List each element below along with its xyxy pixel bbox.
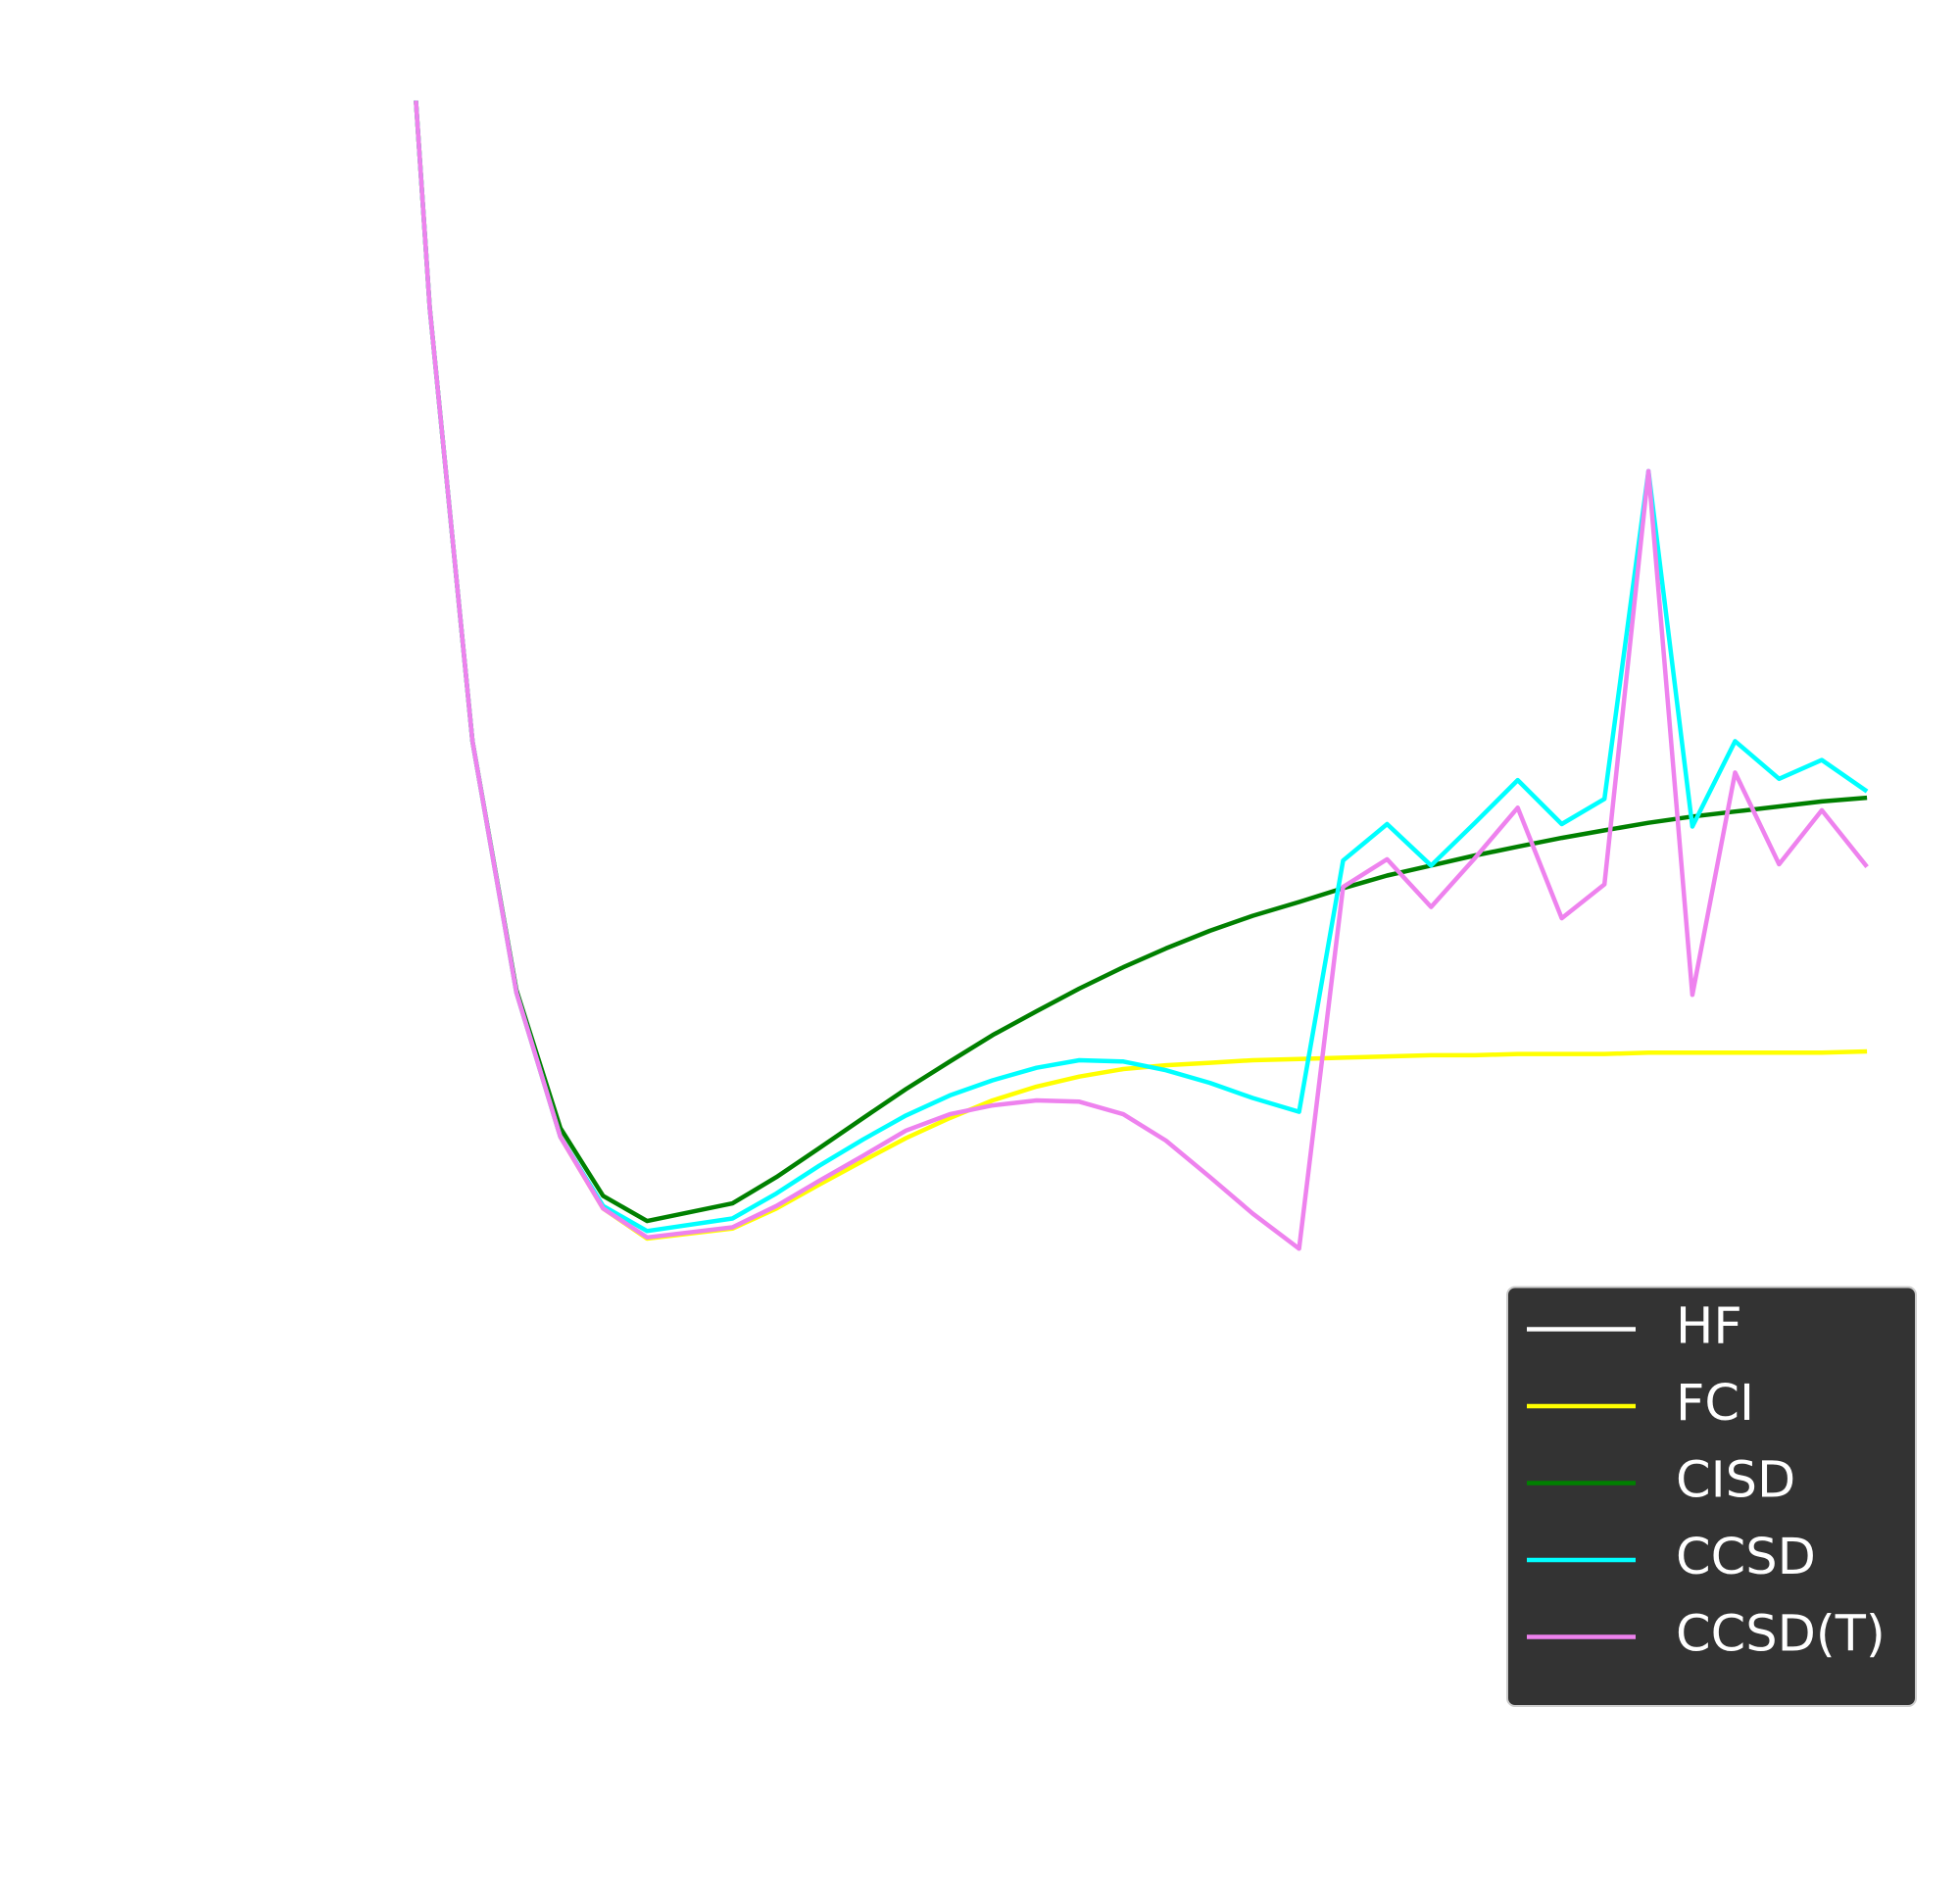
series-line	[414, 100, 1868, 1224]
legend-label: HF	[1676, 1298, 1742, 1356]
legend: HF FCI CISD CCSD CCSD(T)	[1506, 1286, 1917, 1707]
series-line	[414, 100, 1868, 1242]
legend-label: CCSD(T)	[1676, 1606, 1886, 1664]
legend-box	[1506, 1286, 1917, 1707]
legend-label: CISD	[1676, 1452, 1795, 1510]
legend-label: FCI	[1676, 1375, 1754, 1433]
series-line	[414, 100, 1869, 1234]
legend-label: CCSD	[1676, 1529, 1816, 1586]
series-line	[414, 100, 1869, 1251]
